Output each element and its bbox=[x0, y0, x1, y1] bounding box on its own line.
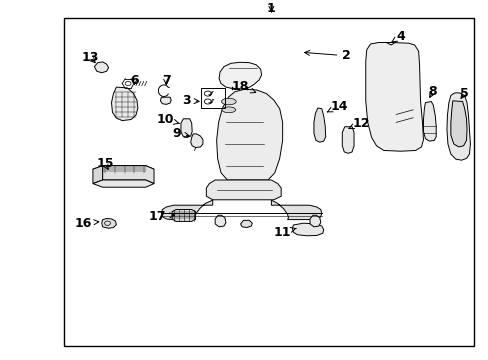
Text: 14: 14 bbox=[326, 100, 347, 113]
Polygon shape bbox=[219, 62, 261, 89]
Polygon shape bbox=[206, 180, 281, 200]
Polygon shape bbox=[161, 200, 212, 220]
Polygon shape bbox=[240, 220, 252, 228]
Bar bbox=[63, 18, 473, 346]
Text: 3: 3 bbox=[182, 94, 199, 107]
Bar bbox=[201, 88, 224, 108]
Text: 6: 6 bbox=[130, 75, 139, 87]
Polygon shape bbox=[102, 166, 154, 184]
Polygon shape bbox=[102, 219, 116, 228]
Polygon shape bbox=[181, 119, 192, 138]
Ellipse shape bbox=[222, 107, 235, 113]
Text: 11: 11 bbox=[273, 226, 296, 239]
Polygon shape bbox=[93, 180, 154, 187]
Polygon shape bbox=[292, 223, 323, 236]
Polygon shape bbox=[365, 42, 423, 151]
Polygon shape bbox=[190, 134, 203, 148]
Text: 1: 1 bbox=[266, 3, 275, 15]
Text: 9: 9 bbox=[172, 127, 189, 140]
Text: 12: 12 bbox=[348, 117, 369, 130]
Polygon shape bbox=[172, 210, 195, 221]
Text: 13: 13 bbox=[81, 51, 99, 64]
Text: 5: 5 bbox=[459, 87, 468, 100]
Polygon shape bbox=[309, 215, 320, 227]
Text: 4: 4 bbox=[391, 30, 405, 42]
Polygon shape bbox=[446, 93, 469, 160]
Text: 8: 8 bbox=[427, 85, 436, 98]
Polygon shape bbox=[94, 62, 108, 73]
Text: 10: 10 bbox=[156, 113, 179, 126]
Polygon shape bbox=[342, 127, 353, 153]
Polygon shape bbox=[423, 102, 435, 141]
Text: 7: 7 bbox=[162, 75, 170, 87]
Text: 18: 18 bbox=[231, 80, 255, 93]
Polygon shape bbox=[160, 97, 171, 104]
Text: 16: 16 bbox=[74, 217, 99, 230]
Polygon shape bbox=[216, 89, 282, 180]
Polygon shape bbox=[215, 215, 225, 227]
Text: 17: 17 bbox=[148, 210, 174, 222]
Polygon shape bbox=[450, 101, 466, 147]
Polygon shape bbox=[313, 108, 325, 142]
Polygon shape bbox=[271, 200, 321, 220]
Polygon shape bbox=[111, 87, 138, 121]
Text: 2: 2 bbox=[304, 49, 350, 62]
Ellipse shape bbox=[221, 98, 236, 105]
Polygon shape bbox=[93, 166, 102, 184]
Polygon shape bbox=[93, 166, 154, 173]
Text: 15: 15 bbox=[96, 157, 114, 170]
